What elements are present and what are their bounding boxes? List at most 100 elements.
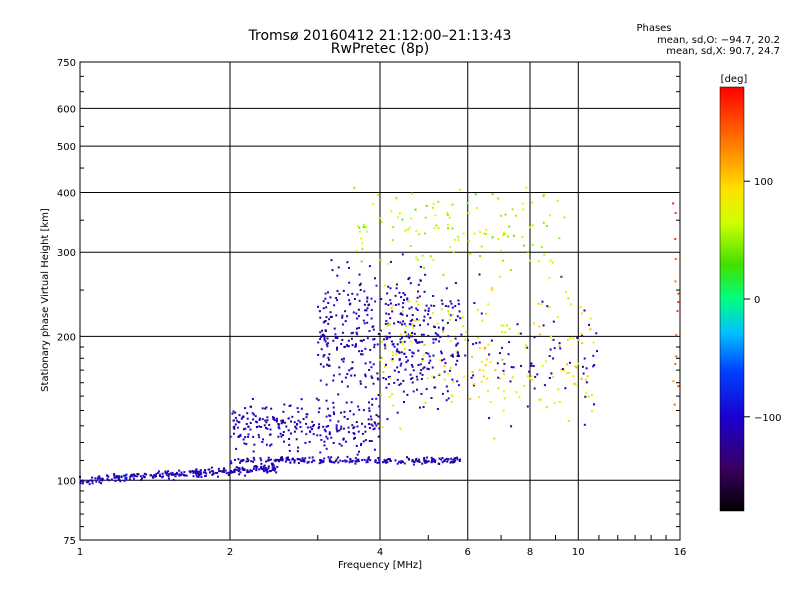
data-point bbox=[329, 460, 332, 463]
data-point bbox=[360, 260, 363, 263]
data-point bbox=[375, 284, 378, 287]
data-point bbox=[485, 377, 488, 380]
data-point bbox=[325, 399, 328, 402]
data-point bbox=[431, 312, 434, 315]
data-point bbox=[579, 306, 582, 309]
data-point bbox=[294, 425, 297, 428]
data-point bbox=[372, 203, 375, 206]
data-point bbox=[674, 238, 677, 240]
data-point bbox=[556, 200, 559, 202]
data-point bbox=[275, 471, 278, 474]
data-point bbox=[574, 383, 577, 386]
data-point bbox=[432, 354, 435, 357]
data-point bbox=[253, 443, 256, 446]
data-point bbox=[107, 475, 110, 478]
data-point bbox=[327, 291, 329, 294]
data-point bbox=[569, 361, 571, 364]
data-point bbox=[398, 358, 401, 360]
data-point bbox=[441, 461, 444, 464]
data-point bbox=[471, 355, 474, 358]
data-point bbox=[443, 460, 446, 463]
data-point bbox=[442, 328, 445, 331]
data-point bbox=[424, 309, 427, 312]
data-point bbox=[561, 275, 564, 277]
data-point bbox=[364, 347, 367, 350]
data-point bbox=[359, 380, 362, 383]
data-point bbox=[423, 456, 426, 459]
data-point bbox=[427, 307, 430, 310]
data-point bbox=[417, 290, 419, 293]
data-point bbox=[371, 403, 374, 406]
data-point bbox=[231, 412, 234, 415]
data-point bbox=[157, 471, 160, 474]
data-point bbox=[390, 302, 392, 305]
data-point bbox=[474, 193, 477, 196]
data-point bbox=[338, 442, 341, 445]
data-point bbox=[592, 341, 595, 344]
data-point bbox=[399, 382, 402, 385]
data-point bbox=[366, 230, 369, 233]
data-point bbox=[404, 229, 407, 232]
data-point bbox=[171, 471, 174, 474]
data-point bbox=[420, 378, 423, 380]
data-point bbox=[530, 364, 533, 367]
data-point bbox=[449, 366, 452, 369]
data-point bbox=[287, 457, 290, 460]
data-point bbox=[431, 366, 434, 369]
data-point bbox=[338, 366, 341, 369]
data-point bbox=[362, 338, 365, 341]
data-point bbox=[247, 460, 250, 462]
data-point bbox=[254, 415, 257, 418]
data-point bbox=[337, 420, 340, 423]
data-point bbox=[269, 428, 272, 431]
data-point bbox=[288, 449, 291, 452]
data-point bbox=[251, 398, 254, 400]
data-point bbox=[508, 225, 511, 228]
data-point bbox=[328, 318, 331, 321]
x-tick-label: 1 bbox=[77, 547, 83, 558]
data-point bbox=[295, 438, 298, 441]
data-point bbox=[280, 435, 283, 438]
data-point bbox=[414, 319, 417, 322]
data-point bbox=[353, 374, 356, 377]
data-point bbox=[425, 204, 428, 207]
data-point bbox=[526, 251, 529, 253]
data-point bbox=[531, 224, 534, 227]
data-point bbox=[484, 364, 487, 366]
data-point bbox=[255, 469, 258, 472]
data-point bbox=[423, 458, 426, 461]
data-point bbox=[264, 467, 267, 469]
data-point bbox=[358, 284, 361, 287]
data-point bbox=[411, 377, 414, 379]
data-point bbox=[323, 337, 326, 339]
data-point bbox=[179, 474, 182, 477]
data-point bbox=[403, 347, 406, 350]
data-point bbox=[389, 299, 392, 302]
data-point bbox=[200, 471, 202, 474]
data-point bbox=[408, 349, 411, 352]
data-point bbox=[319, 331, 322, 334]
data-point bbox=[367, 457, 370, 459]
data-point bbox=[116, 476, 118, 479]
data-point bbox=[268, 459, 271, 462]
data-point bbox=[447, 397, 450, 400]
data-point bbox=[117, 478, 120, 480]
data-point bbox=[86, 481, 89, 484]
data-point bbox=[335, 426, 338, 429]
data-point bbox=[196, 475, 199, 478]
data-point bbox=[408, 300, 411, 303]
data-point bbox=[340, 427, 342, 430]
x-tick-label: 10 bbox=[572, 547, 585, 558]
data-point bbox=[473, 232, 476, 235]
data-point bbox=[432, 259, 435, 261]
data-point bbox=[581, 312, 584, 315]
data-point bbox=[114, 479, 117, 482]
data-point bbox=[247, 435, 250, 438]
data-point bbox=[309, 426, 312, 429]
data-point bbox=[282, 434, 284, 436]
data-point bbox=[345, 460, 348, 463]
data-point bbox=[277, 459, 280, 461]
data-point bbox=[132, 477, 135, 480]
data-point bbox=[383, 338, 385, 341]
data-point bbox=[223, 471, 226, 473]
